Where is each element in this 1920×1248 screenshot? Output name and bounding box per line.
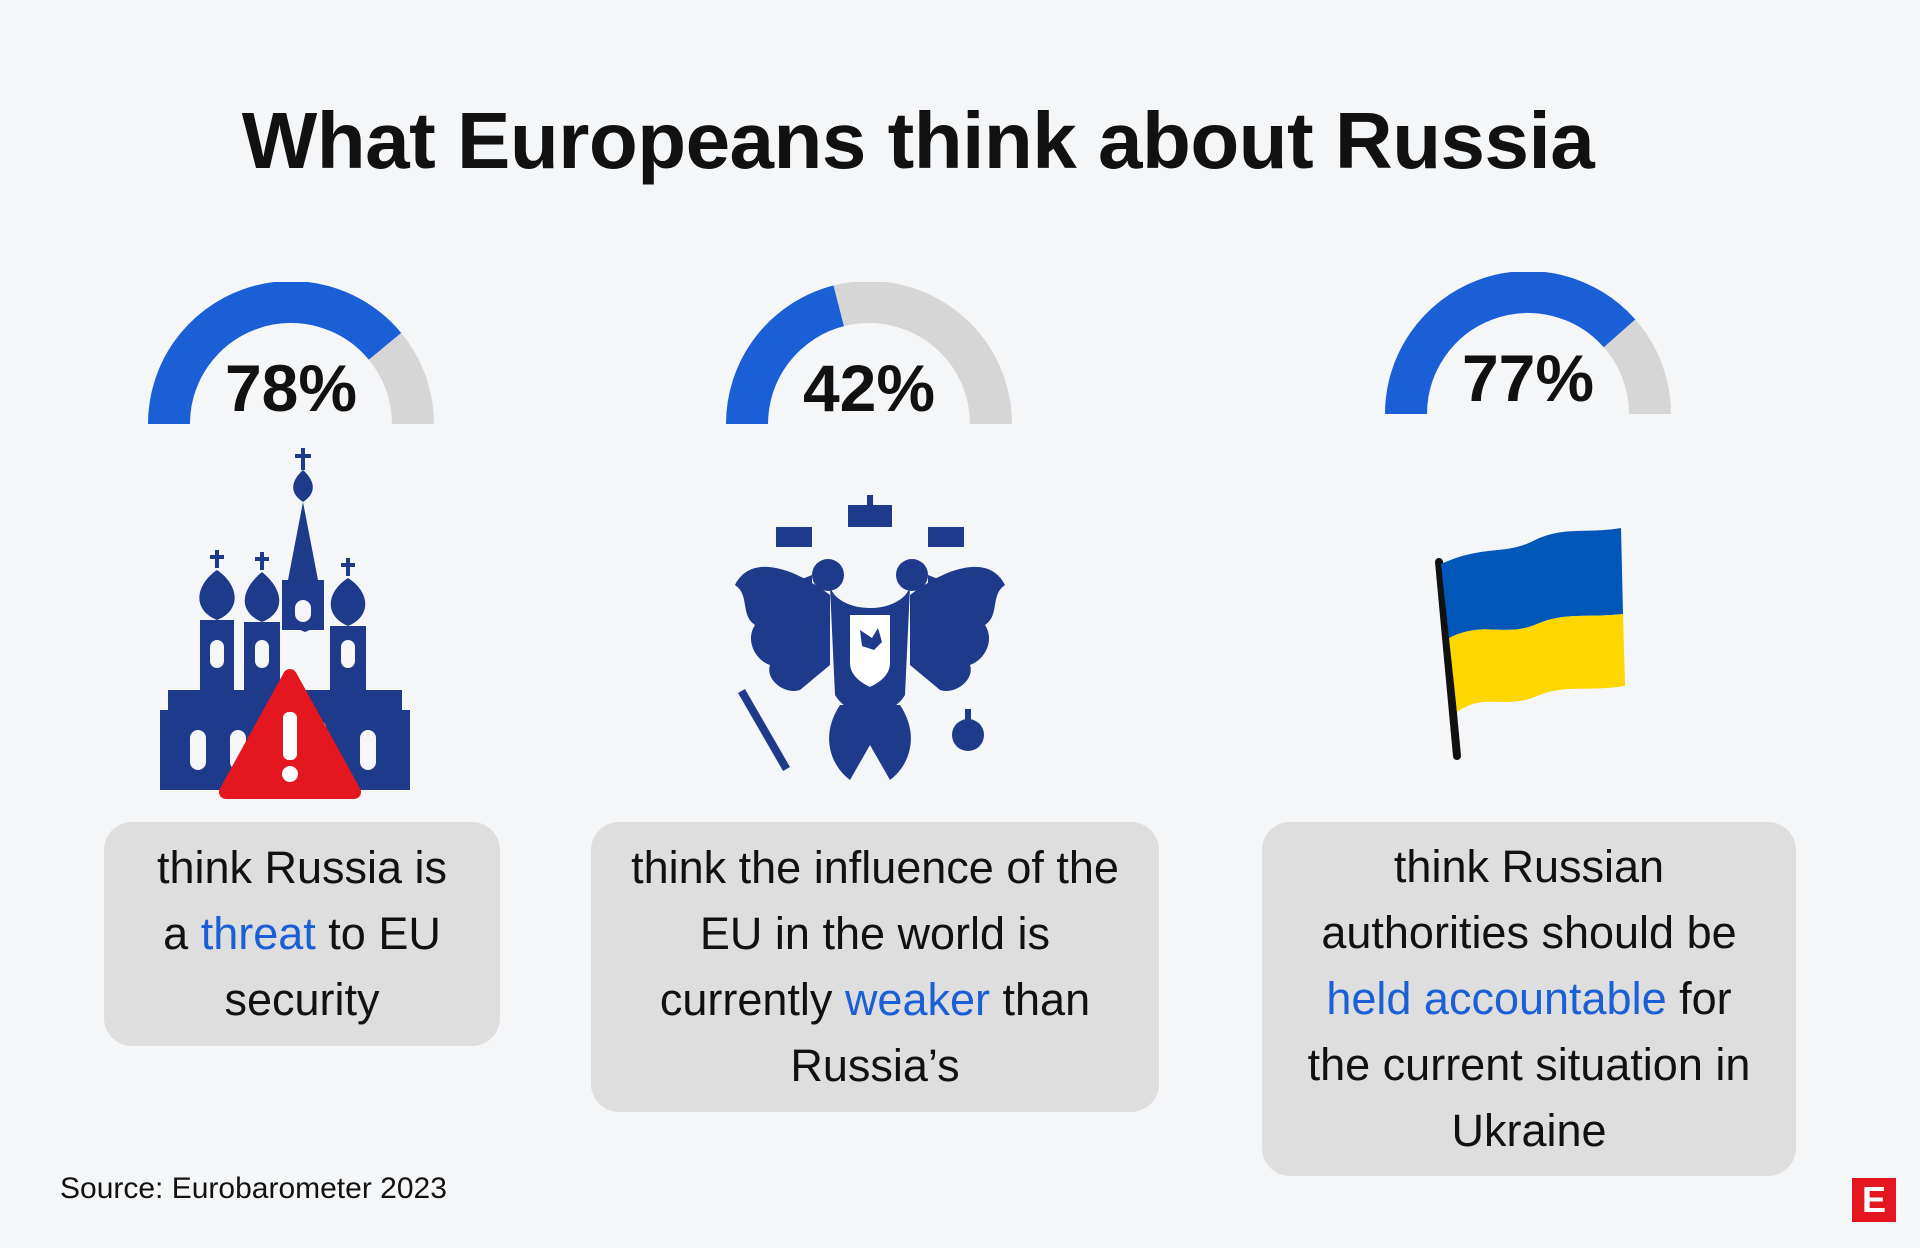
ukraine-flag-icon bbox=[1435, 528, 1625, 760]
brand-logo: E bbox=[1852, 1178, 1896, 1222]
gauge-value: 78% bbox=[224, 351, 358, 425]
gauge-threat: 78% bbox=[148, 281, 434, 432]
gauge-value: 42% bbox=[802, 351, 936, 425]
gauge-threat-svg bbox=[148, 281, 434, 425]
caption-post: for the current situation in Ukraine bbox=[1307, 973, 1751, 1156]
gauge-fill bbox=[1385, 271, 1636, 415]
caption-highlight: weaker bbox=[844, 974, 991, 1025]
gauge-value: 77% bbox=[1461, 341, 1595, 415]
caption-pre: think Russia is a bbox=[156, 842, 448, 959]
kremlin-warning-icon bbox=[160, 448, 410, 799]
caption-pre: think Russian authorities should be bbox=[1321, 841, 1737, 958]
caption-text: think the influence of the EU in the wor… bbox=[625, 835, 1125, 1099]
caption-highlight: held accountable bbox=[1326, 973, 1667, 1024]
gauge-accountable-svg bbox=[1385, 271, 1671, 415]
caption-text: think Russian authorities should be held… bbox=[1289, 834, 1769, 1164]
double-headed-eagle-icon bbox=[735, 495, 1005, 780]
caption-post: to EU security bbox=[224, 908, 441, 1025]
caption-highlight: threat bbox=[200, 908, 316, 959]
page-title: What Europeans think about Russia bbox=[241, 96, 1595, 185]
gauge-influence-svg bbox=[726, 281, 1012, 425]
source-note: Source: Eurobarometer 2023 bbox=[60, 1172, 447, 1205]
caption-text: think Russia is a threat to EU security bbox=[152, 835, 452, 1033]
caption-card-threat: think Russia is a threat to EU security bbox=[104, 822, 500, 1046]
gauge-fill bbox=[726, 285, 845, 425]
gauge-influence: 42% bbox=[726, 281, 1012, 432]
caption-post: than Russia’s bbox=[790, 974, 1091, 1091]
caption-pre: think the influence of the EU in the wor… bbox=[631, 842, 1119, 1025]
gauge-accountable: 77% bbox=[1385, 271, 1671, 422]
gauge-fill bbox=[148, 281, 402, 425]
caption-card-accountable: think Russian authorities should be held… bbox=[1262, 822, 1796, 1176]
caption-card-influence: think the influence of the EU in the wor… bbox=[591, 822, 1159, 1112]
